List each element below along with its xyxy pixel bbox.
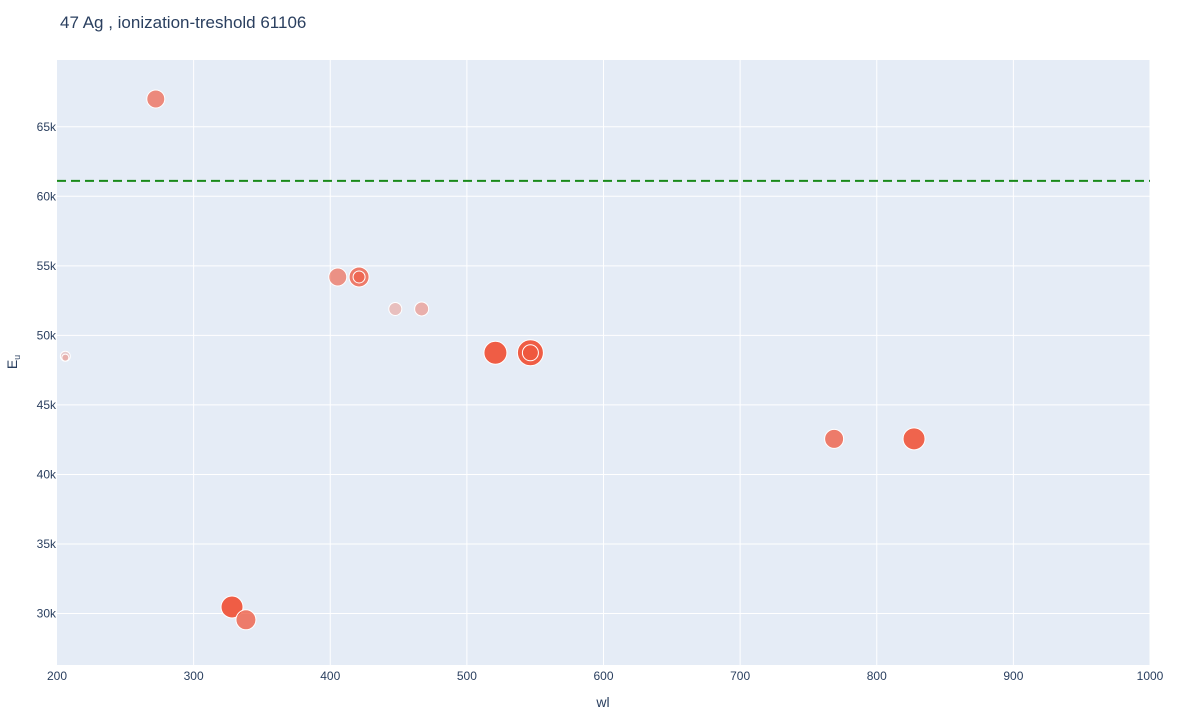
y-axis-title-subscript: u bbox=[12, 355, 22, 360]
chart-title: 47 Ag , ionization-treshold 61106 bbox=[60, 13, 307, 32]
data-point[interactable] bbox=[61, 353, 70, 362]
x-tick-label: 1000 bbox=[1137, 669, 1164, 683]
data-markers bbox=[59, 89, 926, 631]
data-point[interactable] bbox=[902, 427, 926, 451]
y-tick-label: 60k bbox=[37, 189, 57, 203]
data-point[interactable] bbox=[352, 270, 366, 284]
y-tick-label: 30k bbox=[37, 607, 57, 621]
data-point[interactable] bbox=[146, 89, 166, 109]
y-tick-label: 65k bbox=[37, 120, 57, 134]
x-tick-label: 600 bbox=[593, 669, 613, 683]
x-tick-label: 800 bbox=[867, 669, 887, 683]
x-axis-ticks: 200 300 400 500 600 700 800 900 1000 bbox=[47, 669, 1164, 683]
x-axis-title: wl bbox=[595, 694, 609, 710]
y-tick-label: 55k bbox=[37, 259, 57, 273]
data-point[interactable] bbox=[824, 428, 845, 449]
y-axis-title-main: E bbox=[4, 360, 20, 369]
y-tick-label: 40k bbox=[37, 467, 57, 481]
y-tick-label: 50k bbox=[37, 328, 57, 342]
x-tick-label: 200 bbox=[47, 669, 67, 683]
data-point[interactable] bbox=[388, 301, 403, 316]
x-tick-label: 400 bbox=[320, 669, 340, 683]
data-point[interactable] bbox=[220, 595, 244, 619]
x-tick-label: 300 bbox=[184, 669, 204, 683]
y-tick-label: 45k bbox=[37, 398, 57, 412]
data-point[interactable] bbox=[235, 609, 257, 631]
y-axis-ticks: 30k 35k 40k 45k 50k 55k 60k 65k bbox=[37, 120, 57, 621]
data-point[interactable] bbox=[521, 344, 539, 362]
y-axis-title: Eu bbox=[4, 355, 22, 369]
x-tick-label: 500 bbox=[457, 669, 477, 683]
x-tick-label: 900 bbox=[1003, 669, 1023, 683]
data-point[interactable] bbox=[328, 267, 348, 287]
x-tick-label: 700 bbox=[730, 669, 750, 683]
data-point[interactable] bbox=[414, 301, 430, 317]
y-tick-label: 35k bbox=[37, 537, 57, 551]
data-point[interactable] bbox=[483, 340, 508, 365]
